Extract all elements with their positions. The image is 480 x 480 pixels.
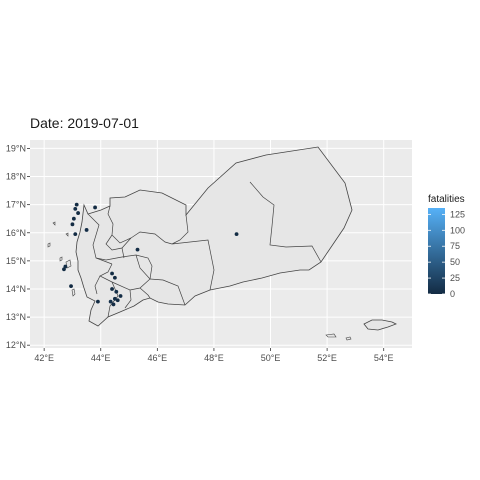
event-point xyxy=(70,222,75,227)
x-tick-label: 44°E xyxy=(91,353,111,363)
x-tick-label: 42°E xyxy=(34,353,54,363)
island-hanish-2 xyxy=(71,288,76,297)
event-point xyxy=(63,264,68,269)
island-zuqar xyxy=(47,242,51,248)
event-point xyxy=(74,202,79,207)
y-tick-label: 18°N xyxy=(6,172,26,182)
y-tick-label: 12°N xyxy=(6,340,26,350)
event-point xyxy=(110,287,114,291)
x-tick-label: 48°E xyxy=(204,353,224,363)
event-point xyxy=(112,296,117,301)
event-point xyxy=(96,299,100,304)
event-point xyxy=(69,284,73,289)
y-tick-label: 15°N xyxy=(6,256,26,266)
legend-tick-label: 125 xyxy=(450,209,465,219)
event-point xyxy=(110,271,114,276)
y-tick-label: 17°N xyxy=(6,200,26,210)
event-point xyxy=(71,216,76,221)
legend-tick-label: 75 xyxy=(450,241,460,251)
event-point xyxy=(108,299,113,304)
legend-tick-label: 100 xyxy=(450,225,465,235)
event-point xyxy=(76,211,81,215)
event-point xyxy=(114,289,119,294)
island-other xyxy=(52,221,56,226)
event-point xyxy=(112,275,117,280)
y-tick-label: 19°N xyxy=(6,143,26,153)
legend-title: fatalities xyxy=(428,194,465,205)
legend-tick-label: 25 xyxy=(450,273,460,283)
plot-title: Date: 2019-07-01 xyxy=(30,115,139,131)
x-tick-label: 46°E xyxy=(148,353,168,363)
event-point xyxy=(93,205,97,210)
governorate-borders xyxy=(87,181,322,318)
event-point xyxy=(234,232,239,237)
event-point xyxy=(73,206,78,211)
event-points xyxy=(62,202,239,307)
island-small-1 xyxy=(325,333,337,338)
y-tick-label: 14°N xyxy=(6,284,26,294)
legend-colorbar xyxy=(428,208,445,294)
island-farasan xyxy=(65,232,69,237)
event-point xyxy=(115,298,120,303)
country-outline xyxy=(75,146,353,327)
x-tick-label: 52°E xyxy=(317,353,337,363)
yemen-map xyxy=(47,146,397,341)
legend-tick-label: 50 xyxy=(450,257,460,267)
event-point xyxy=(62,267,66,272)
event-point xyxy=(73,232,78,237)
event-point xyxy=(111,302,116,307)
socotra-island xyxy=(363,319,397,331)
axes: 42°E 44°E 46°E 48°E 50°E 52°E 54°E 12°N 13°N 14°N… xyxy=(6,143,394,363)
island-hanish-1 xyxy=(59,256,63,262)
y-tick-label: 13°N xyxy=(6,312,26,322)
legend: fatalities 125 100 75 50 25 0 xyxy=(428,194,465,299)
event-point xyxy=(84,228,89,232)
x-tick-label: 54°E xyxy=(374,353,394,363)
legend-tick-label: 0 xyxy=(450,289,455,299)
y-tick-label: 16°N xyxy=(6,228,26,238)
x-tick-label: 50°E xyxy=(261,353,281,363)
island-small-2 xyxy=(345,336,352,341)
event-point xyxy=(135,247,140,252)
event-point xyxy=(118,294,123,298)
